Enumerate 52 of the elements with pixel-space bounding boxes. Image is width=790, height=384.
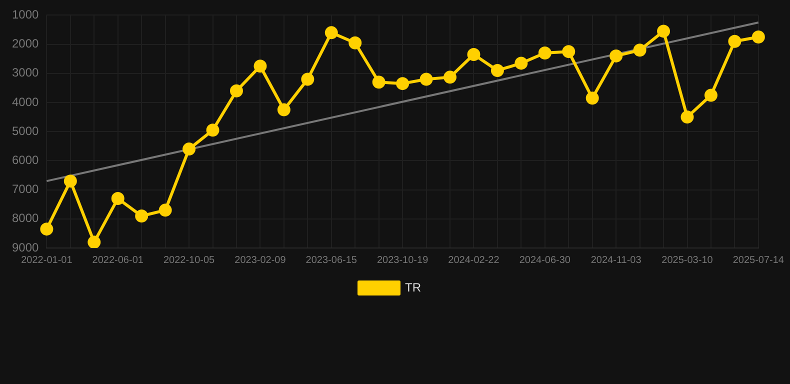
point <box>586 92 599 105</box>
point <box>562 45 576 58</box>
y-tick-label: 8000 <box>12 211 40 226</box>
x-tick-label: 2022-10-05 <box>163 254 216 266</box>
point <box>444 70 457 84</box>
point <box>254 60 267 73</box>
x-tick-label: 2024-11-03 <box>590 254 642 266</box>
point <box>135 209 148 222</box>
point <box>633 44 646 57</box>
x-tick-label: 2022-01-01 <box>21 254 73 266</box>
y-tick-label: 3000 <box>12 66 40 80</box>
point <box>88 236 101 248</box>
x-tick-label: 2023-06-15 <box>306 254 358 266</box>
y-tick-label: 2000 <box>12 36 40 51</box>
point <box>752 30 765 44</box>
x-tick-label: 2022-06-01 <box>92 254 144 266</box>
point <box>420 72 433 86</box>
point <box>301 72 314 86</box>
point <box>490 64 504 77</box>
x-tick-label: 2025-07-14 <box>732 254 784 266</box>
point <box>206 124 220 137</box>
point <box>704 88 718 102</box>
y-tick-label: 9000 <box>12 240 40 254</box>
point <box>324 26 338 40</box>
point <box>728 34 742 48</box>
point <box>372 76 386 89</box>
x-tick-label: 2023-10-19 <box>376 254 429 266</box>
point <box>64 174 77 188</box>
x-tick-label: 2023-02-09 <box>234 254 286 266</box>
point <box>230 84 243 98</box>
y-tick-label: 1000 <box>12 8 40 22</box>
point <box>40 222 54 236</box>
legend-label: TR <box>405 280 422 294</box>
point <box>657 24 670 38</box>
y-tick-label: 7000 <box>12 182 40 196</box>
y-tick-label: 4000 <box>12 94 40 109</box>
point <box>111 192 124 206</box>
point <box>467 48 480 61</box>
point <box>348 36 362 50</box>
point <box>538 46 552 60</box>
x-tick-label: 2025-03-10 <box>662 254 714 266</box>
point <box>680 110 694 124</box>
point <box>396 77 410 90</box>
y-tick-label: 5000 <box>12 124 40 138</box>
point <box>610 49 623 62</box>
x-tick-label: 2024-06-30 <box>519 254 571 266</box>
x-tick-label: 2024-02-22 <box>448 254 500 266</box>
point <box>514 56 528 70</box>
y-tick-label: 6000 <box>12 153 40 168</box>
point <box>182 142 196 156</box>
point <box>277 103 290 116</box>
point <box>158 204 172 217</box>
